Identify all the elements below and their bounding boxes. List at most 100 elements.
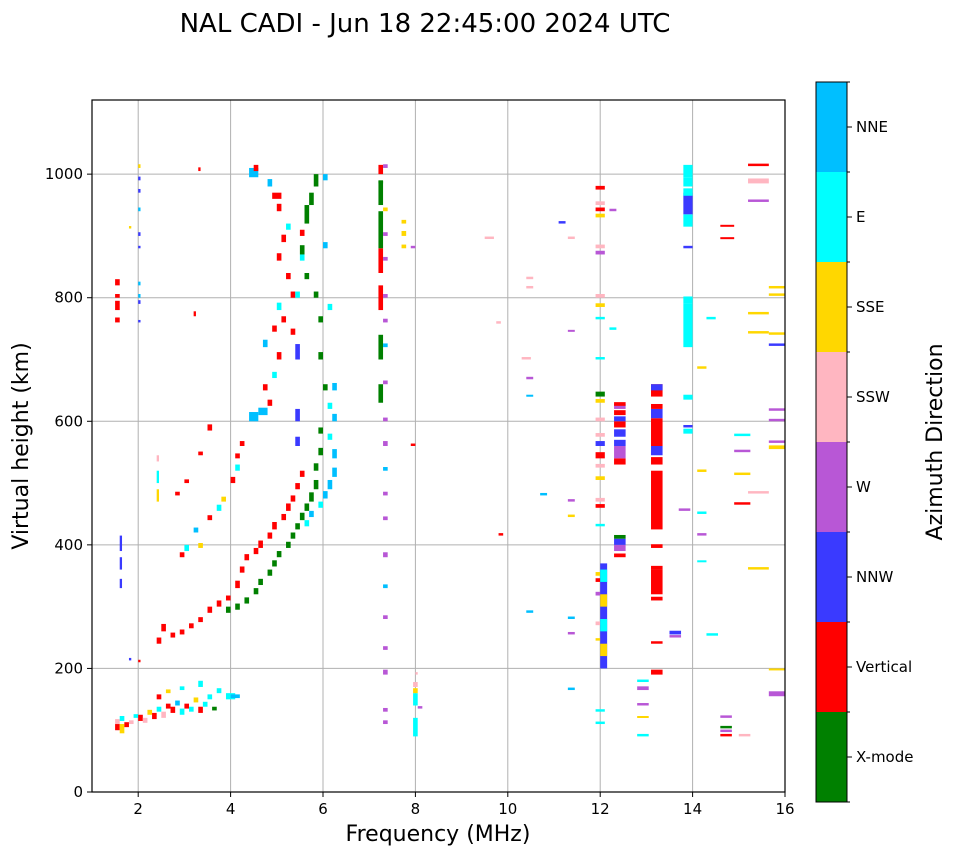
echo-mark-x-mode [313, 479, 319, 490]
echo-mark-vertical [184, 479, 190, 484]
echo-mark-nnw [138, 176, 141, 181]
echo-mark-w [383, 256, 388, 261]
y-tick-label: 600 [54, 412, 83, 430]
echo-mark-e [600, 569, 608, 582]
echo-mark-w [383, 441, 388, 446]
plot-frame [91, 99, 786, 793]
echo-mark-vertical [189, 623, 194, 629]
echo-mark-x-mode [286, 541, 291, 548]
echo-mark-x-mode [720, 725, 732, 729]
echo-mark-x-mode [318, 427, 323, 434]
echo-mark-ssw [142, 717, 148, 723]
echo-mark-vertical [498, 533, 504, 536]
echo-mark-e [595, 316, 605, 320]
echo-mark-e [683, 164, 693, 178]
echo-mark-nnw [683, 245, 693, 249]
echo-mark-x-mode [235, 603, 240, 610]
echo-mark-vertical [198, 706, 203, 713]
echo-mark-vertical [253, 547, 259, 555]
echo-mark-w [720, 729, 732, 733]
echo-mark-e [609, 327, 617, 330]
echo-mark-nnw [651, 446, 663, 456]
echo-mark-e [637, 679, 649, 683]
echo-mark-ssw [595, 294, 605, 298]
echo-mark-nne [258, 407, 268, 416]
echo-mark-e [327, 402, 333, 409]
echo-mark-e [595, 709, 605, 712]
echo-mark-vertical [276, 203, 282, 212]
echo-mark-e [216, 688, 222, 694]
echo-mark-vertical [651, 384, 663, 397]
echo-mark-nne [175, 700, 180, 706]
echo-mark-ssw [526, 285, 534, 289]
echo-mark-nnw [651, 408, 663, 419]
echo-mark-vertical [198, 451, 203, 456]
echo-mark-e [683, 188, 693, 196]
echo-mark-x-mode [378, 334, 384, 360]
echo-mark-ssw [595, 433, 605, 437]
echo-mark-e [184, 544, 190, 552]
echo-mark-nne [383, 467, 388, 471]
echo-mark-nne [540, 492, 548, 496]
echo-mark-vertical [115, 300, 120, 311]
echo-mark-x-mode [304, 273, 310, 280]
echo-mark-nne [323, 242, 328, 249]
echo-mark-x-mode [290, 532, 296, 539]
echo-mark-ssw [526, 276, 534, 280]
echo-mark-vertical [651, 569, 663, 595]
echo-mark-e [318, 501, 323, 508]
echo-mark-vertical [272, 192, 282, 199]
echo-mark-e [299, 254, 305, 261]
echo-mark-sse [768, 293, 785, 296]
echo-mark-nnw [651, 384, 663, 391]
echo-mark-nne [383, 343, 388, 348]
echo-mark-e [156, 706, 162, 712]
echo-mark-nne [193, 527, 199, 533]
echo-mark-sse [697, 366, 707, 369]
echo-mark-nnw [138, 300, 141, 304]
echo-mark-w [417, 706, 423, 709]
echo-mark-nnw [600, 563, 608, 669]
echo-mark-e [683, 177, 693, 187]
echo-mark-nne [332, 467, 337, 477]
echo-mark-vertical [207, 424, 213, 431]
echo-mark-sse [165, 689, 171, 694]
echo-mark-x-mode [253, 588, 259, 595]
echo-mark-x-mode [614, 534, 626, 539]
echo-mark-vertical [651, 641, 663, 644]
echo-mark-w [383, 164, 388, 168]
echo-mark-vertical [651, 565, 663, 570]
echo-mark-x-mode [595, 391, 605, 397]
echo-mark-sse [697, 469, 707, 472]
echo-mark-w [720, 715, 732, 718]
echo-mark-w [614, 544, 626, 552]
colorbar-tick-label: NNE [856, 118, 888, 136]
echo-mark-vertical [170, 632, 176, 638]
echo-mark-vertical [410, 443, 416, 446]
echo-mark-e [304, 520, 310, 527]
echo-mark-vertical [235, 453, 240, 459]
echo-mark-w [768, 408, 785, 411]
echo-mark-vertical [614, 402, 626, 406]
echo-mark-x-mode [267, 569, 273, 576]
echo-mark-sse [600, 594, 608, 607]
echo-mark-w [609, 208, 617, 212]
echo-mark-sse [600, 643, 608, 657]
echo-mark-vertical [124, 722, 129, 728]
echo-mark-nnw [128, 657, 132, 661]
echo-mark-sse [401, 230, 407, 236]
echo-mark-vertical [207, 515, 213, 521]
echo-mark-w [768, 440, 785, 443]
echo-mark-vertical [115, 279, 120, 286]
echo-mark-sse [401, 219, 407, 224]
echo-mark-nne [567, 687, 575, 691]
echo-mark-vertical [286, 503, 291, 511]
echo-mark-w [383, 318, 388, 323]
echo-mark-sse [401, 244, 407, 249]
echo-mark-ssw [128, 720, 134, 725]
echo-mark-e [683, 214, 693, 227]
echo-mark-sse [413, 688, 418, 694]
echo-mark-w [637, 703, 649, 706]
echo-mark-vertical [378, 248, 384, 273]
